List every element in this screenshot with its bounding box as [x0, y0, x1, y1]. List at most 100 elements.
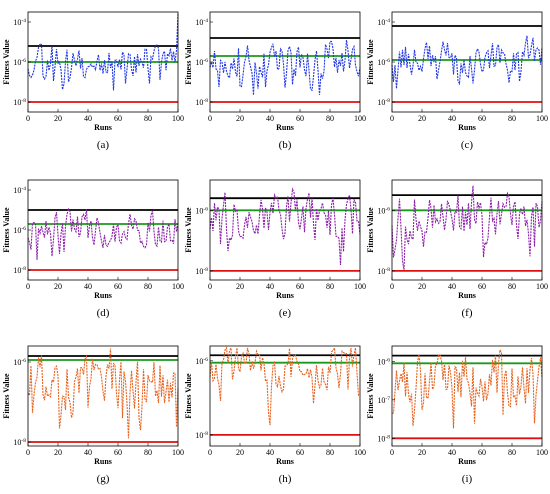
- data-series-purple: [209, 187, 361, 266]
- y-tick-label: 10-8: [377, 98, 390, 107]
- x-axis-title: Runs: [94, 291, 112, 300]
- data-series-blue: [391, 35, 543, 89]
- x-tick-label: 80: [508, 448, 516, 457]
- x-tick-label: 80: [144, 114, 152, 123]
- plot-frame: [27, 179, 179, 281]
- x-tick-label: 0: [26, 448, 30, 457]
- y-axis-title: Fitness Value: [366, 373, 375, 419]
- chart-panel-b: 0 20 40 60 80 100 10-4 10-6 10-8 Runs Fitness Valu…: [184, 11, 366, 151]
- plot-frame: [391, 11, 543, 113]
- y-tick-label: 10-6: [377, 58, 390, 67]
- x-tick-label: 80: [326, 282, 334, 291]
- chart-panel-f: 0 20 40 60 80 100 10-6 10-8 Runs Fitness Value (f): [366, 179, 548, 319]
- chart-panel-d: 0 20 40 60 80 100 10-4 10-6 10-8 Runs Fitness Valu…: [2, 179, 184, 319]
- x-tick-label: 40: [448, 448, 456, 457]
- x-tick-label: 40: [84, 448, 92, 457]
- x-tick-label: 20: [54, 114, 62, 123]
- panel-caption: (i): [462, 473, 473, 485]
- x-tick-label: 100: [172, 114, 184, 123]
- y-axis-title: Fitness Value: [2, 373, 11, 419]
- plot-frame: [209, 11, 361, 113]
- x-tick-label: 20: [236, 282, 244, 291]
- x-tick-label: 0: [208, 114, 212, 123]
- plot-frame: [209, 179, 361, 281]
- panel-caption: (c): [461, 139, 474, 151]
- x-tick-label: 80: [144, 282, 152, 291]
- x-axis-title: Runs: [94, 123, 112, 132]
- y-tick-label: 10-8: [377, 267, 390, 276]
- x-tick-label: 100: [536, 114, 548, 123]
- x-tick-label: 0: [390, 114, 394, 123]
- x-tick-label: 100: [354, 114, 366, 123]
- panel-caption: (d): [97, 307, 110, 319]
- y-tick-label: 10-6: [195, 206, 208, 215]
- x-tick-label: 80: [508, 114, 516, 123]
- x-axis-title: Runs: [458, 457, 476, 466]
- panel-caption: (g): [97, 473, 110, 485]
- data-series-blue: [27, 13, 179, 91]
- data-series-purple: [27, 207, 179, 260]
- data-series-orange: [27, 348, 179, 439]
- chart-panel-i: 0 20 40 60 80 100 10-6 10-7 10-8 Runs Fitness Valu…: [366, 345, 548, 485]
- chart-panel-c: 0 20 40 60 80 100 10-4 10-6 10-8 Runs Fitness Valu…: [366, 11, 548, 151]
- y-tick-label: 10-6: [13, 226, 26, 235]
- panel-caption: (a): [97, 139, 110, 151]
- x-tick-label: 40: [448, 114, 456, 123]
- y-axis-title: Fitness Value: [184, 207, 193, 253]
- data-series-purple: [391, 185, 543, 270]
- x-tick-label: 100: [354, 282, 366, 291]
- y-tick-label: 10-6: [13, 58, 26, 67]
- y-tick-label: 10-8: [195, 98, 208, 107]
- x-tick-label: 0: [26, 114, 30, 123]
- y-axis-title: Fitness Value: [366, 207, 375, 253]
- x-axis-title: Runs: [276, 123, 294, 132]
- y-tick-label: 10-6: [195, 58, 208, 67]
- y-tick-label: 10-8: [195, 431, 208, 440]
- x-axis-title: Runs: [94, 457, 112, 466]
- x-axis-title: Runs: [458, 123, 476, 132]
- x-tick-label: 0: [208, 282, 212, 291]
- panel-caption: (e): [279, 307, 292, 319]
- x-tick-label: 100: [354, 448, 366, 457]
- x-tick-label: 60: [114, 448, 122, 457]
- data-series-blue: [209, 40, 361, 96]
- x-tick-label: 60: [296, 448, 304, 457]
- x-tick-label: 40: [266, 448, 274, 457]
- y-tick-label: 10-8: [13, 438, 26, 447]
- x-tick-label: 60: [478, 448, 486, 457]
- x-tick-label: 0: [208, 448, 212, 457]
- x-tick-label: 100: [536, 448, 548, 457]
- x-tick-label: 20: [418, 114, 426, 123]
- y-tick-label: 10-8: [13, 266, 26, 275]
- y-tick-label: 10-4: [13, 186, 26, 195]
- x-axis-title: Runs: [276, 291, 294, 300]
- data-series-orange: [209, 346, 361, 426]
- x-tick-label: 40: [84, 282, 92, 291]
- x-tick-label: 80: [144, 448, 152, 457]
- x-tick-label: 80: [326, 114, 334, 123]
- y-tick-label: 10-6: [377, 206, 390, 215]
- panel-caption: (h): [279, 473, 292, 485]
- y-tick-label: 10-6: [195, 357, 208, 366]
- x-tick-label: 0: [390, 282, 394, 291]
- y-axis-title: Fitness Value: [184, 39, 193, 85]
- chart-panel-a: 0 20 40 60 80 100 10-4 10-6 10-8 Runs Fitness Valu…: [2, 11, 184, 151]
- x-tick-label: 20: [418, 448, 426, 457]
- x-tick-label: 20: [418, 282, 426, 291]
- x-tick-label: 80: [508, 282, 516, 291]
- x-tick-label: 100: [172, 282, 184, 291]
- panel-caption: (f): [462, 307, 473, 319]
- y-tick-label: 10-4: [195, 18, 208, 27]
- x-tick-label: 20: [54, 282, 62, 291]
- y-tick-label: 10-4: [13, 18, 26, 27]
- x-tick-label: 20: [236, 448, 244, 457]
- plot-frame: [391, 179, 543, 281]
- y-tick-label: 10-4: [377, 18, 390, 27]
- x-tick-label: 60: [296, 282, 304, 291]
- x-tick-label: 100: [536, 282, 548, 291]
- y-tick-label: 10-6: [377, 357, 390, 366]
- x-tick-label: 40: [448, 282, 456, 291]
- x-tick-label: 60: [478, 114, 486, 123]
- x-tick-label: 40: [266, 114, 274, 123]
